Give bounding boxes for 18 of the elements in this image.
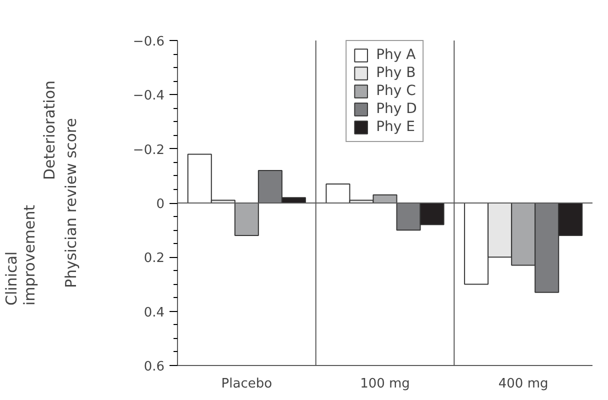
legend-label: Phy D <box>376 101 417 117</box>
legend-label: Phy A <box>376 47 416 63</box>
y-tick-label: 0.4 <box>144 305 165 320</box>
x-tick-label: 100 mg <box>360 376 410 392</box>
text: Deterioration <box>40 80 58 180</box>
y-tick-label: 0.6 <box>144 360 165 374</box>
y-tick-label: −0.4 <box>132 88 165 104</box>
x-tick-label: Placebo <box>221 376 272 392</box>
legend-label: Phy C <box>376 83 416 99</box>
legend-label: Phy E <box>376 119 415 135</box>
y-tick-label: 0.2 <box>144 251 165 266</box>
x-tick-label: 400 mg <box>498 376 548 392</box>
y-tick-label: −0.6 <box>132 34 165 50</box>
y-axis-title: Physician review score <box>62 118 80 288</box>
text: Clinical improvement <box>2 204 38 306</box>
y-tick-label: 0 <box>156 197 165 212</box>
legend-label: Phy B <box>376 65 416 81</box>
y-tick-label: −0.2 <box>132 142 165 158</box>
